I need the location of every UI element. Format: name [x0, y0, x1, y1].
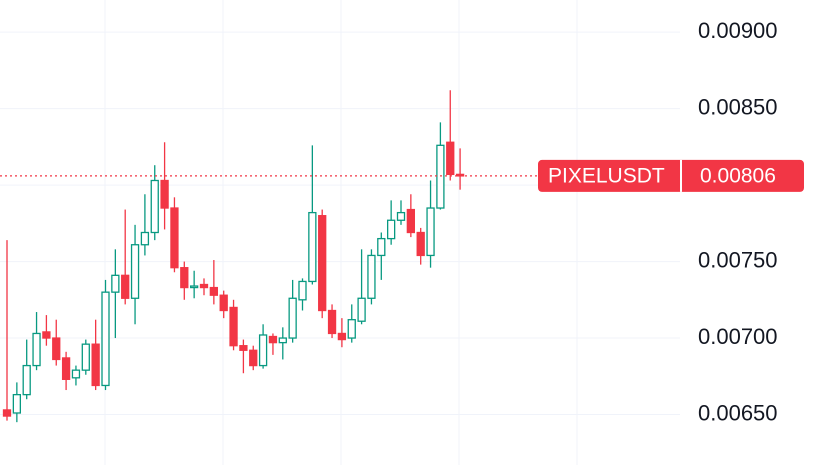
- candle-body: [61, 357, 71, 380]
- y-tick-label: 0.00650: [698, 400, 778, 425]
- candle-body: [268, 335, 278, 344]
- candle-body: [180, 267, 189, 289]
- candle-body: [426, 207, 435, 257]
- symbol-label: PIXELUSDT: [548, 164, 665, 187]
- candle-body: [140, 231, 150, 246]
- candle-body: [367, 254, 376, 299]
- candle-body: [406, 208, 416, 234]
- candles: [2, 90, 465, 423]
- candle-body: [337, 332, 347, 341]
- candle-body: [160, 179, 169, 209]
- last-price-label: 0.00806: [700, 164, 776, 187]
- candle-body: [396, 211, 406, 221]
- candle-body: [42, 331, 51, 339]
- candle-body: [52, 337, 61, 361]
- candle-body: [436, 144, 445, 209]
- y-tick-label: 0.00700: [698, 324, 778, 349]
- candle-body: [288, 297, 297, 339]
- candle-body: [318, 215, 327, 312]
- candle-body: [91, 343, 100, 387]
- candle-body: [239, 345, 248, 351]
- candle-body: [298, 280, 307, 301]
- candle-body: [199, 283, 209, 289]
- price-axis: 0.006500.007000.007500.008000.008500.009…: [698, 18, 778, 425]
- candle-body: [347, 319, 356, 339]
- price-badge: PIXELUSDT 0.00806: [538, 159, 804, 192]
- candle-body: [111, 274, 120, 293]
- candle-body: [101, 291, 110, 387]
- candle-body: [386, 219, 396, 240]
- candle-body: [249, 349, 258, 367]
- candle-body: [416, 231, 425, 257]
- candle-body: [81, 343, 90, 371]
- y-tick-label: 0.00850: [698, 94, 778, 119]
- candle-body: [377, 237, 386, 257]
- candle-body: [219, 294, 228, 312]
- candle-body: [121, 274, 130, 299]
- candle-body: [446, 141, 455, 176]
- candle-body: [308, 211, 317, 283]
- candle-body: [32, 332, 41, 367]
- y-tick-label: 0.00750: [698, 247, 778, 272]
- candle-body: [209, 286, 219, 296]
- candle-body: [229, 306, 238, 347]
- y-tick-label: 0.00900: [698, 18, 778, 43]
- candle-body: [258, 334, 268, 367]
- candle-body: [278, 337, 287, 344]
- badge-background: [538, 159, 804, 192]
- candle-body: [170, 207, 179, 269]
- candle-body: [12, 393, 22, 414]
- candle-body: [189, 285, 199, 289]
- candle-body: [71, 369, 81, 379]
- candle-body: [150, 179, 159, 234]
- candle-body: [357, 297, 366, 322]
- candle-body: [2, 409, 12, 417]
- candle-body: [130, 244, 140, 299]
- candle-body: [22, 364, 31, 396]
- candle-body: [327, 309, 337, 335]
